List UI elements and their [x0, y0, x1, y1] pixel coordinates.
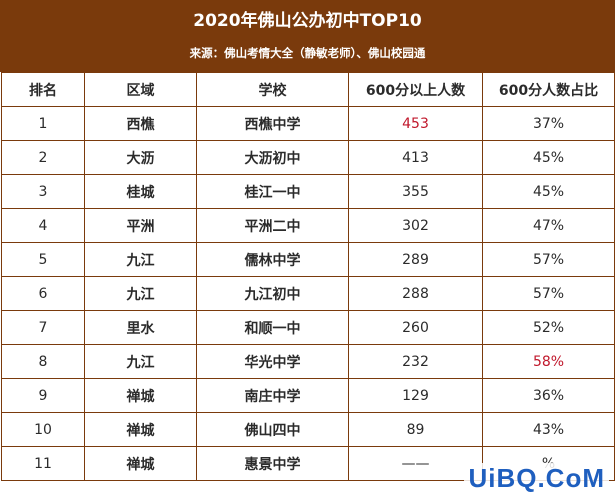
ratio-cell: 58%: [482, 344, 615, 379]
table-row: 10 禅城 佛山四中 89 43%: [1, 412, 615, 447]
rank-cell: 2: [1, 140, 85, 175]
count-cell: 260: [348, 310, 483, 345]
district-cell: 九江: [84, 344, 197, 379]
table-row: 7 里水 和顺一中 260 52%: [1, 310, 615, 345]
ratio-cell: 45%: [482, 140, 615, 175]
ratio-cell: 45%: [482, 174, 615, 209]
table-row: 4 平洲 平洲二中 302 47%: [1, 208, 615, 243]
site-watermark-logo: UiBQ.CoM: [464, 463, 609, 494]
district-cell: 九江: [84, 242, 197, 277]
count-cell: 413: [348, 140, 483, 175]
rank-cell: 3: [1, 174, 85, 209]
table-header-row: 排名 区域 学校 600分以上人数 600分人数占比: [1, 72, 615, 107]
district-cell: 禅城: [84, 446, 197, 481]
rank-cell: 6: [1, 276, 85, 311]
rank-cell: 4: [1, 208, 85, 243]
ratio-cell: 52%: [482, 310, 615, 345]
ratio-cell: 37%: [482, 106, 615, 141]
count-cell: 89: [348, 412, 483, 447]
school-cell: 桂江一中: [196, 174, 349, 209]
column-header-school: 学校: [196, 72, 349, 107]
school-cell: 九江初中: [196, 276, 349, 311]
table-row: 9 禅城 南庄中学 129 36%: [1, 378, 615, 413]
school-cell: 平洲二中: [196, 208, 349, 243]
school-cell: 南庄中学: [196, 378, 349, 413]
column-header-count: 600分以上人数: [348, 72, 483, 107]
school-cell: 西樵中学: [196, 106, 349, 141]
ratio-cell: 57%: [482, 276, 615, 311]
count-cell: 355: [348, 174, 483, 209]
ratio-cell: 36%: [482, 378, 615, 413]
district-cell: 桂城: [84, 174, 197, 209]
count-cell: 232: [348, 344, 483, 379]
rank-cell: 1: [1, 106, 85, 141]
rank-cell: 10: [1, 412, 85, 447]
source-subtitle: 来源：佛山考情大全（静敏老师）、佛山校园通: [189, 46, 426, 60]
school-cell: 大沥初中: [196, 140, 349, 175]
district-cell: 禅城: [84, 412, 197, 447]
rank-cell: 7: [1, 310, 85, 345]
page-title: 2020年佛山公办初中TOP10: [193, 11, 422, 31]
district-cell: 大沥: [84, 140, 197, 175]
district-cell: 里水: [84, 310, 197, 345]
count-cell: ——: [348, 446, 483, 481]
school-cell: 佛山四中: [196, 412, 349, 447]
rank-cell: 9: [1, 378, 85, 413]
table-row: 1 西樵 西樵中学 453 37%: [1, 106, 615, 141]
school-cell: 儒林中学: [196, 242, 349, 277]
column-header-district: 区域: [84, 72, 197, 107]
district-cell: 西樵: [84, 106, 197, 141]
ranking-table: 排名 区域 学校 600分以上人数 600分人数占比 1 西樵 西樵中学 453 37%…: [1, 72, 615, 481]
rank-cell: 5: [1, 242, 85, 277]
column-header-rank: 排名: [1, 72, 85, 107]
table-row: 2 大沥 大沥初中 413 45%: [1, 140, 615, 175]
ratio-cell: 47%: [482, 208, 615, 243]
count-cell: 289: [348, 242, 483, 277]
title-bar: 2020年佛山公办初中TOP10 来源：佛山考情大全（静敏老师）、佛山校园通: [0, 0, 615, 72]
rank-cell: 8: [1, 344, 85, 379]
ratio-cell: 57%: [482, 242, 615, 277]
district-cell: 禅城: [84, 378, 197, 413]
table-row: 6 九江 九江初中 288 57%: [1, 276, 615, 311]
count-cell: 302: [348, 208, 483, 243]
rank-cell: 11: [1, 446, 85, 481]
table-row: 5 九江 儒林中学 289 57%: [1, 242, 615, 277]
district-cell: 九江: [84, 276, 197, 311]
ratio-cell: 43%: [482, 412, 615, 447]
ranking-table-container: 排名 区域 学校 600分以上人数 600分人数占比 1 西樵 西樵中学 453 37%…: [0, 72, 615, 500]
school-cell: 和顺一中: [196, 310, 349, 345]
column-header-ratio: 600分人数占比: [482, 72, 615, 107]
district-cell: 平洲: [84, 208, 197, 243]
table-row: 3 桂城 桂江一中 355 45%: [1, 174, 615, 209]
count-cell: 288: [348, 276, 483, 311]
table-row: 8 九江 华光中学 232 58%: [1, 344, 615, 379]
count-cell: 453: [348, 106, 483, 141]
school-cell: 惠景中学: [196, 446, 349, 481]
school-cell: 华光中学: [196, 344, 349, 379]
count-cell: 129: [348, 378, 483, 413]
